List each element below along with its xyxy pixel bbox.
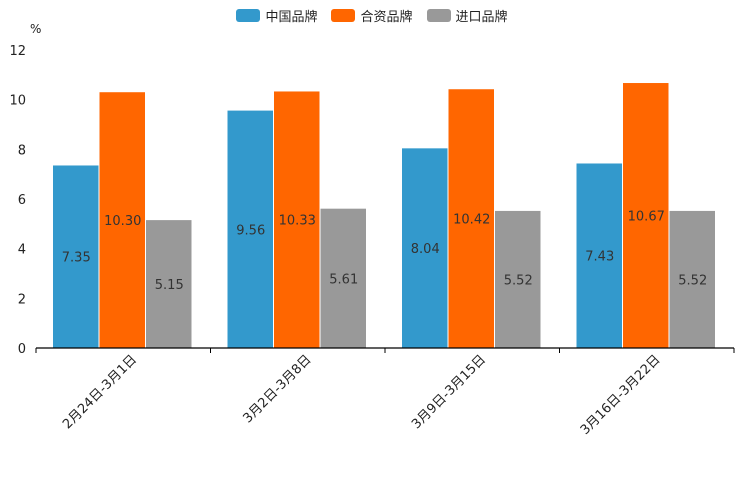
data-label: 5.52 (678, 273, 707, 288)
x-tick-label: 3月16日-3月22日 (578, 352, 664, 438)
data-label: 7.35 (62, 251, 91, 266)
data-label: 10.30 (104, 214, 141, 229)
chart-legend: 中国品牌 合资品牌 进口品牌 (0, 6, 744, 25)
legend-swatch-import-brand (426, 9, 451, 22)
bar-2-3 (448, 89, 494, 348)
bar-3-1 (146, 220, 192, 348)
data-label: 7.43 (585, 250, 614, 265)
x-tick-label: 3月9日-3月15日 (409, 352, 489, 432)
legend-label-import-brand: 进口品牌 (455, 10, 508, 25)
data-label: 8.04 (411, 242, 440, 257)
y-tick-label: 0 (18, 342, 26, 357)
y-tick-label: 4 (18, 243, 26, 258)
bar-2-2 (274, 91, 320, 348)
x-tick-label: 2月24日-3月1日 (60, 352, 140, 432)
data-label: 10.33 (279, 214, 316, 229)
legend-swatch-china-brand (236, 9, 261, 22)
bar-2-1 (99, 92, 145, 348)
y-axis-unit-label: % (30, 22, 41, 36)
data-label: 10.67 (628, 210, 665, 225)
legend-item-china-brand[interactable]: 中国品牌 (236, 6, 317, 25)
data-label: 5.61 (329, 272, 358, 287)
bar-1-3 (402, 148, 448, 348)
bar-1-2 (227, 110, 273, 349)
legend-swatch-joint-venture-brand (331, 9, 356, 22)
bar-3-2 (320, 208, 366, 348)
data-label: 9.56 (236, 223, 265, 238)
bar-2-4 (623, 83, 669, 349)
bar-1-1 (53, 165, 99, 348)
data-label: 5.52 (504, 273, 533, 288)
bar-1-4 (576, 163, 622, 348)
x-tick-label: 3月2日-3月8日 (240, 352, 314, 426)
data-label: 5.15 (155, 278, 184, 293)
legend-label-china-brand: 中国品牌 (265, 10, 318, 25)
bar-3-3 (495, 210, 541, 348)
data-label: 10.42 (453, 213, 490, 228)
legend-item-import-brand[interactable]: 进口品牌 (426, 6, 508, 25)
y-tick-label: 12 (9, 44, 26, 59)
y-tick-label: 2 (18, 292, 26, 307)
y-tick-label: 6 (18, 193, 26, 208)
legend-item-joint-venture-brand[interactable]: 合资品牌 (331, 6, 413, 25)
y-tick-label: 8 (18, 143, 26, 158)
legend-label-joint-venture-brand: 合资品牌 (360, 10, 413, 25)
bar-3-4 (669, 210, 715, 348)
y-tick-label: 10 (9, 94, 26, 109)
